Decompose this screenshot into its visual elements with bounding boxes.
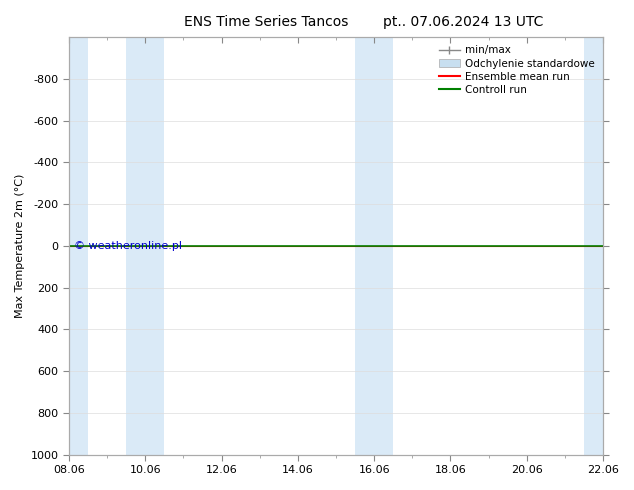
- Bar: [584, 37, 603, 455]
- Legend: min/max, Odchylenie standardowe, Ensemble mean run, Controll run: min/max, Odchylenie standardowe, Ensembl…: [436, 42, 598, 98]
- Text: ENS Time Series Tancos: ENS Time Series Tancos: [184, 15, 349, 29]
- Bar: [69, 37, 88, 455]
- Y-axis label: Max Temperature 2m (°C): Max Temperature 2m (°C): [15, 173, 25, 318]
- Text: pt.. 07.06.2024 13 UTC: pt.. 07.06.2024 13 UTC: [383, 15, 543, 29]
- Bar: [355, 37, 393, 455]
- Bar: [126, 37, 164, 455]
- Text: © weatheronline.pl: © weatheronline.pl: [74, 241, 183, 251]
